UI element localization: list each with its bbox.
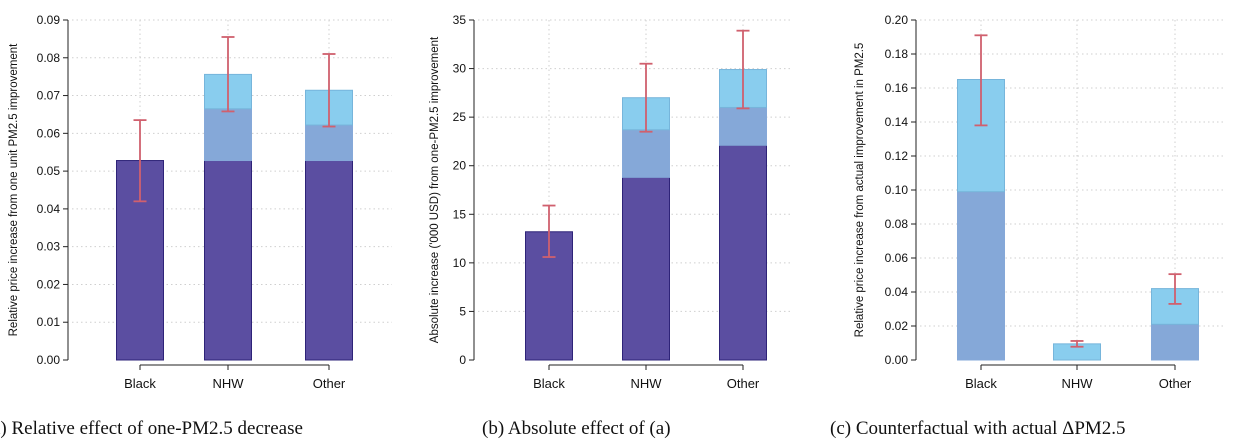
y-tick-label: 25 (453, 110, 467, 124)
error-bar-nhw (1070, 340, 1084, 348)
charts-canvas: 0.00 0.01 0.02 0.03 0.04 0.05 0.06 0.07 0.08 0.09… (8, 13, 1225, 391)
y-tick-label: 0.07 (37, 89, 61, 103)
y-axis-label: Relative price increase from actual impr… (854, 43, 866, 338)
y-tick-label: 0.03 (37, 240, 61, 254)
y-tick-label: 0.20 (885, 13, 909, 27)
y-tick-label: 0.08 (885, 217, 909, 231)
error-bar-other (736, 29, 750, 110)
bar-segment-other-dark (719, 144, 767, 361)
y-tick-label: 30 (453, 62, 467, 76)
y-axis-label: Relative price increase from one unit PM… (8, 43, 20, 337)
caption-panel-c: (c) Counterfactual with actual ΔPM2.5 (830, 418, 1126, 439)
chart-panel-2: 0 5 10 15 20 25 30 35 Black NHW Other Absolute incr… (429, 13, 790, 391)
bar-segment-nhw-dark (622, 176, 670, 361)
y-tick-label: 20 (453, 159, 467, 173)
bar-segment-other-mid (719, 106, 767, 146)
caption-panel-b: (b) Absolute effect of (a) (482, 418, 671, 439)
x-tick-label: Other (313, 376, 346, 391)
y-tick-label: 15 (453, 207, 467, 221)
y-tick-label: 0.08 (37, 51, 61, 65)
y-tick-label: 0.01 (37, 315, 61, 329)
y-tick-label: 0.10 (885, 183, 909, 197)
y-tick-label: 0.14 (885, 115, 909, 129)
y-tick-label: 0.04 (37, 202, 61, 216)
y-tick-label: 0.06 (37, 126, 61, 140)
y-axis-label: Absolute increase ('000 USD) from one-PM… (429, 36, 441, 343)
y-tick-label: 0.18 (885, 47, 909, 61)
y-tick-label: 0.02 (885, 319, 909, 333)
bar-segment-other-mid (305, 124, 353, 162)
y-tick-label: 0.06 (885, 251, 909, 265)
error-bar-nhw (221, 36, 235, 113)
error-bar-black (133, 119, 147, 203)
y-tick-label: 0.00 (37, 353, 61, 367)
bar-segment-nhw-mid (204, 108, 252, 162)
x-tick-label: Black (124, 376, 156, 391)
chart-panel-1: 0.00 0.01 0.02 0.03 0.04 0.05 0.06 0.07 0.08 0.09… (8, 13, 392, 391)
y-tick-label: 0.12 (885, 149, 909, 163)
bar-segment-other-mid (1151, 323, 1199, 361)
bar-segment-nhw-mid (622, 129, 670, 178)
x-tick-label: Black (533, 376, 565, 391)
x-tick-label: Other (1159, 376, 1192, 391)
bar-segment-black-mid (957, 191, 1005, 361)
y-tick-label: 10 (453, 256, 467, 270)
chart-panel-3: 0.00 0.02 0.04 0.06 0.08 0.10 0.12 0.14 0.16 0.18… (854, 13, 1225, 391)
x-tick-label: Other (727, 376, 760, 391)
error-bar-black (542, 204, 556, 258)
error-bar-black (974, 34, 988, 127)
x-tick-label: NHW (212, 376, 244, 391)
y-tick-label: 0 (459, 353, 466, 367)
y-tick-label: 0.05 (37, 164, 61, 178)
bar-segment-nhw-dark (204, 160, 252, 361)
y-tick-label: 0.04 (885, 285, 909, 299)
error-bar-nhw (639, 62, 653, 133)
error-bar-other (1168, 273, 1182, 305)
y-tick-label: 5 (459, 304, 466, 318)
x-tick-label: NHW (630, 376, 662, 391)
x-tick-label: Black (965, 376, 997, 391)
y-tick-label: 0.16 (885, 81, 909, 95)
x-tick-label: NHW (1061, 376, 1093, 391)
bar-segment-other-dark (305, 160, 353, 361)
caption-panel-a: a) Relative effect of one-PM2.5 decrease (0, 418, 303, 439)
y-tick-label: 0.09 (37, 13, 61, 27)
y-tick-label: 0.00 (885, 353, 909, 367)
y-tick-label: 0.02 (37, 277, 61, 291)
error-bar-other (322, 53, 336, 128)
y-tick-label: 35 (453, 13, 467, 27)
